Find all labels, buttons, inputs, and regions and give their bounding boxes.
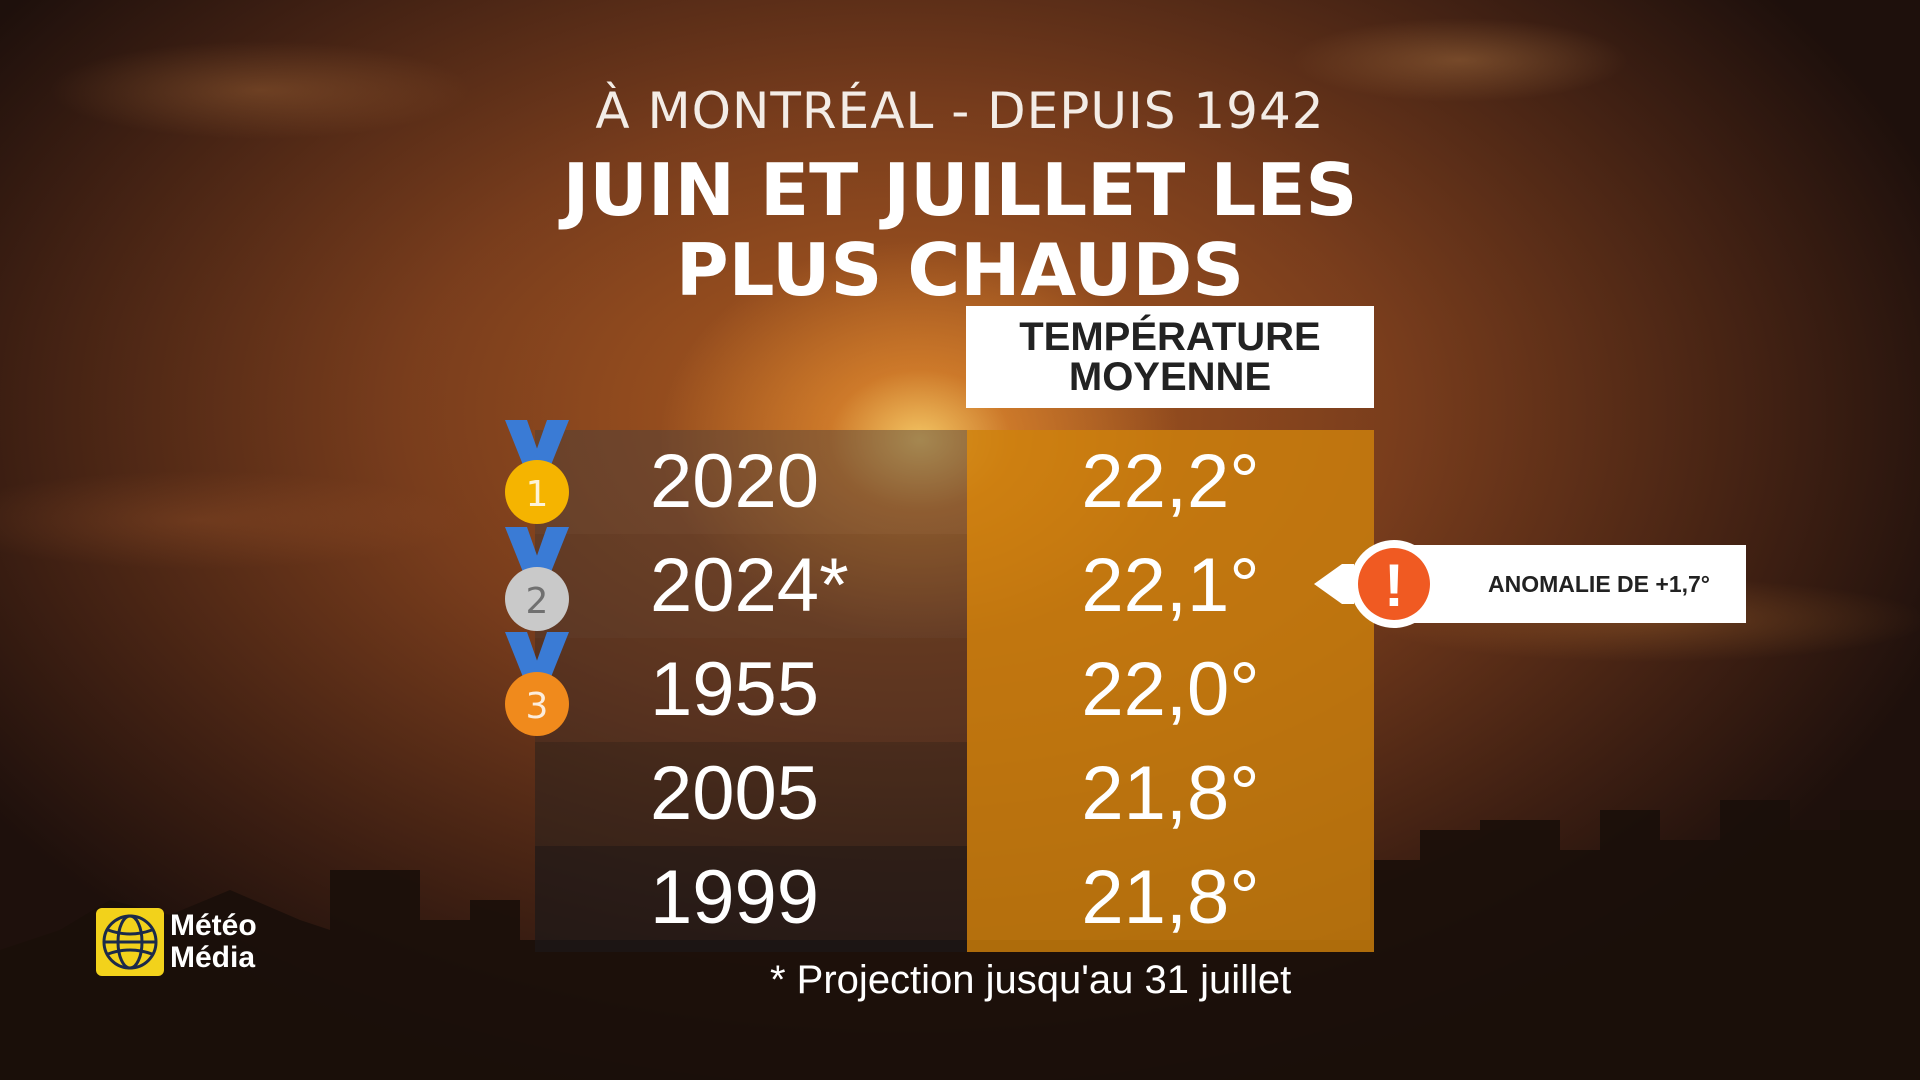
temperature-value: 21,8° xyxy=(1081,855,1260,940)
globe-logo-icon xyxy=(96,908,164,976)
title-line-1: JUIN ET JUILLET LES xyxy=(562,148,1358,232)
column-header-line-1: TEMPÉRATURE xyxy=(1019,315,1321,359)
temperature-value: 22,0° xyxy=(1081,647,1260,732)
logo-line-2: Média xyxy=(170,941,256,974)
callout-box: ANOMALIE DE +1,7° xyxy=(1408,545,1746,623)
callout-text: ANOMALIE DE +1,7° xyxy=(1488,571,1710,597)
table-row: 1999 21,8° xyxy=(535,846,1374,952)
ranking-table: 2020 22,2° 2024* 22,1° 1955 22,0° 2005 2… xyxy=(535,430,1374,952)
gold-medal-icon: 1 xyxy=(505,420,569,524)
exclamation-icon: ! xyxy=(1314,540,1438,628)
temperature-value: 22,2° xyxy=(1081,439,1260,524)
temperature-cell: 21,8° xyxy=(967,846,1374,952)
medal-number: 2 xyxy=(526,581,549,622)
column-header-line-2: MOYENNE xyxy=(1068,355,1272,399)
subtitle: À MONTRÉAL - DEPUIS 1942 xyxy=(595,82,1325,140)
temperature-cell: 22,1° xyxy=(967,534,1374,638)
anomaly-callout: ANOMALIE DE +1,7° ! xyxy=(1314,536,1746,628)
table-row: 2020 22,2° xyxy=(535,430,1374,534)
year-cell: 2005 xyxy=(535,742,967,846)
exclamation-symbol: ! xyxy=(1384,552,1404,619)
temperature-cell: 22,2° xyxy=(967,430,1374,534)
medal-number: 3 xyxy=(526,686,549,727)
silver-medal-icon: 2 xyxy=(505,527,569,631)
title-line-2: PLUS CHAUDS xyxy=(675,228,1245,312)
bronze-medal-icon: 3 xyxy=(505,632,569,736)
meteomedia-logo: Météo Média xyxy=(96,906,276,978)
year-cell: 2020 xyxy=(535,430,967,534)
temperature-value: 21,8° xyxy=(1081,751,1260,836)
year-label: 2005 xyxy=(650,751,820,836)
year-label: 2020 xyxy=(650,439,820,524)
medal-number: 1 xyxy=(526,474,549,515)
logo-line-1: Météo xyxy=(170,909,257,942)
logo-text: Météo Média xyxy=(170,910,257,974)
year-label: 1999 xyxy=(650,855,820,940)
temperature-cell: 21,8° xyxy=(967,742,1374,846)
temperature-cell: 22,0° xyxy=(967,638,1374,742)
page-title: JUIN ET JUILLET LES PLUS CHAUDS xyxy=(0,150,1920,310)
year-cell: 1955 xyxy=(535,638,967,742)
year-label: 1955 xyxy=(650,647,820,732)
year-cell: 2024* xyxy=(535,534,967,638)
year-label: 2024* xyxy=(650,543,849,628)
table-row: 2005 21,8° xyxy=(535,742,1374,846)
table-row: 1955 22,0° xyxy=(535,638,1374,742)
table-row: 2024* 22,1° xyxy=(535,534,1374,638)
year-cell: 1999 xyxy=(535,846,967,952)
temperature-column-header: TEMPÉRATURE MOYENNE xyxy=(966,306,1374,408)
footnote: * Projection jusqu'au 31 juillet xyxy=(770,958,1292,1002)
temperature-value: 22,1° xyxy=(1081,543,1260,628)
